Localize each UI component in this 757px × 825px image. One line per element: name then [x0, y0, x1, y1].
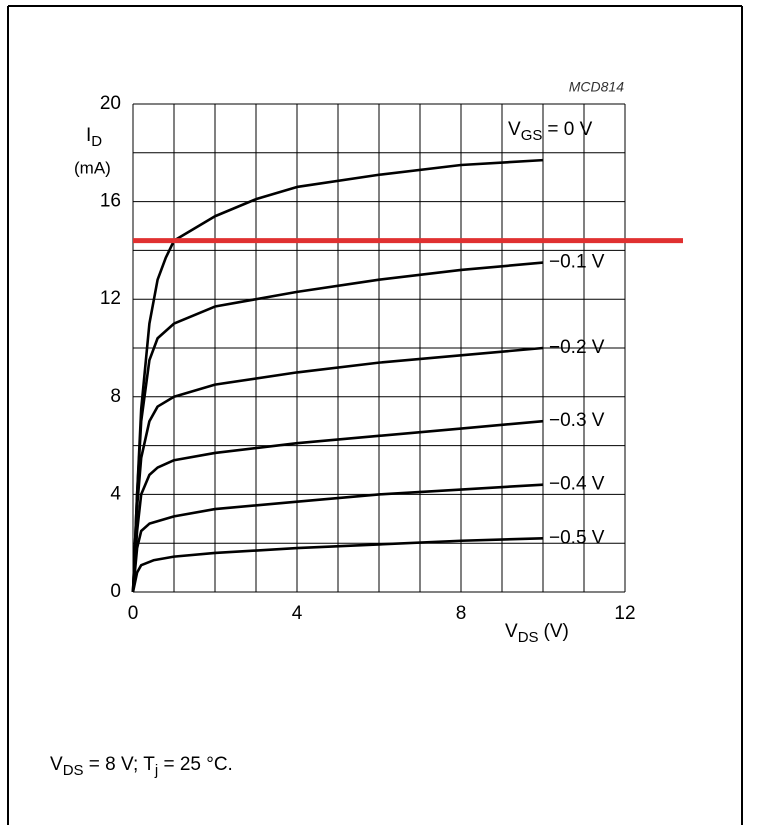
x-tick-label: 12 [614, 603, 635, 624]
series-label: −0.3 V [549, 410, 605, 431]
y-tick-label: 0 [110, 581, 121, 602]
x-label-main: V [505, 621, 518, 642]
y-label-main: I [86, 125, 91, 146]
x-tick-label: 0 [128, 603, 139, 624]
figure-code: MCD814 [569, 79, 624, 95]
legend-name: = 0 V [547, 119, 592, 140]
y-axis-label: ID [86, 125, 102, 150]
x-axis-label: VDS (V) [505, 621, 569, 646]
footnote-sub: DS [63, 762, 84, 779]
y-tick-label: 16 [100, 191, 121, 212]
y-tick-label: 4 [110, 483, 121, 504]
curve [131, 261, 544, 593]
y-axis-unit: (mA) [74, 158, 111, 177]
footnote-sub: j [154, 762, 158, 779]
footnote-text: V [50, 754, 63, 775]
series-label: −0.1 V [549, 252, 605, 273]
footnote-text: = 25 °C. [158, 754, 233, 775]
y-tick-label: 20 [100, 93, 121, 114]
legend-prefix: V [508, 119, 521, 140]
series-label: −0.5 V [549, 527, 605, 548]
legend-label: VGS = 0 V [508, 119, 593, 144]
curve [131, 483, 544, 593]
y-tick-label: 8 [110, 386, 121, 407]
x-tick-label: 4 [292, 603, 303, 624]
curve [131, 537, 544, 593]
footnote-text: = 8 V; T [84, 754, 156, 775]
legend-prefix-sub: GS [521, 127, 543, 144]
curve [131, 346, 544, 593]
footnote: VDS = 8 V; Tj = 25 °C. [50, 754, 233, 779]
series-label: −0.2 V [549, 337, 605, 358]
series-label: −0.4 V [549, 474, 605, 495]
y-label-sub: D [91, 133, 102, 150]
x-tick-label: 8 [456, 603, 467, 624]
x-label-sub: DS [518, 629, 539, 646]
x-label-unit: (V) [544, 621, 569, 642]
curve [131, 419, 544, 593]
y-tick-label: 12 [100, 288, 121, 309]
